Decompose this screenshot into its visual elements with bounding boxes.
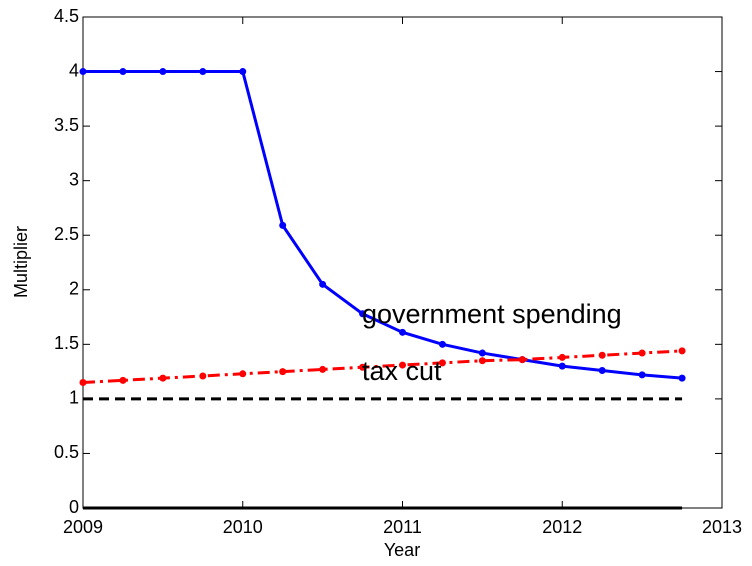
point xyxy=(239,68,247,76)
point xyxy=(359,363,367,371)
y-tick-label: 3 xyxy=(69,169,79,189)
point xyxy=(399,361,406,369)
y-tick-label: 3.5 xyxy=(54,115,79,135)
x-tick-label: 2011 xyxy=(383,517,422,537)
point xyxy=(598,351,606,359)
y-tick-label: 1 xyxy=(69,388,79,408)
y-tick-label: 1.5 xyxy=(54,333,79,353)
point xyxy=(319,365,327,373)
point xyxy=(79,379,87,387)
point xyxy=(239,370,247,378)
x-tick-label: 2010 xyxy=(223,517,263,537)
point xyxy=(79,68,87,76)
point xyxy=(119,376,127,384)
annotation: government spending xyxy=(362,299,622,329)
series-line xyxy=(83,70,683,380)
point xyxy=(598,367,606,375)
point xyxy=(119,68,127,76)
point xyxy=(199,372,207,380)
annotation: tax cut xyxy=(362,356,442,386)
point xyxy=(478,349,486,357)
y-tick-label: 0 xyxy=(69,497,79,517)
point xyxy=(199,68,207,76)
point xyxy=(678,347,686,355)
point xyxy=(638,371,646,379)
point xyxy=(558,353,566,361)
y-tick-label: 4 xyxy=(69,60,79,80)
point xyxy=(359,310,367,318)
x-axis-label: Year xyxy=(384,540,420,560)
y-tick-label: 2 xyxy=(69,279,79,299)
point xyxy=(678,374,686,382)
x-tick-label: 2013 xyxy=(702,517,742,537)
y-tick-label: 4.5 xyxy=(54,6,79,26)
point xyxy=(319,280,327,288)
point xyxy=(558,362,566,370)
point xyxy=(159,68,167,76)
point xyxy=(159,374,167,382)
y-tick-label: 0.5 xyxy=(54,442,79,462)
point xyxy=(279,221,287,229)
point xyxy=(518,356,526,364)
y-tick-label: 2.5 xyxy=(54,224,79,244)
point xyxy=(438,359,446,367)
x-tick-label: 2009 xyxy=(63,517,103,537)
point xyxy=(478,357,486,365)
point xyxy=(438,340,446,348)
point xyxy=(399,328,406,336)
y-axis-label: Multiplier xyxy=(11,226,31,298)
x-tick-label: 2012 xyxy=(542,517,582,537)
point xyxy=(279,368,287,376)
point xyxy=(638,349,646,357)
